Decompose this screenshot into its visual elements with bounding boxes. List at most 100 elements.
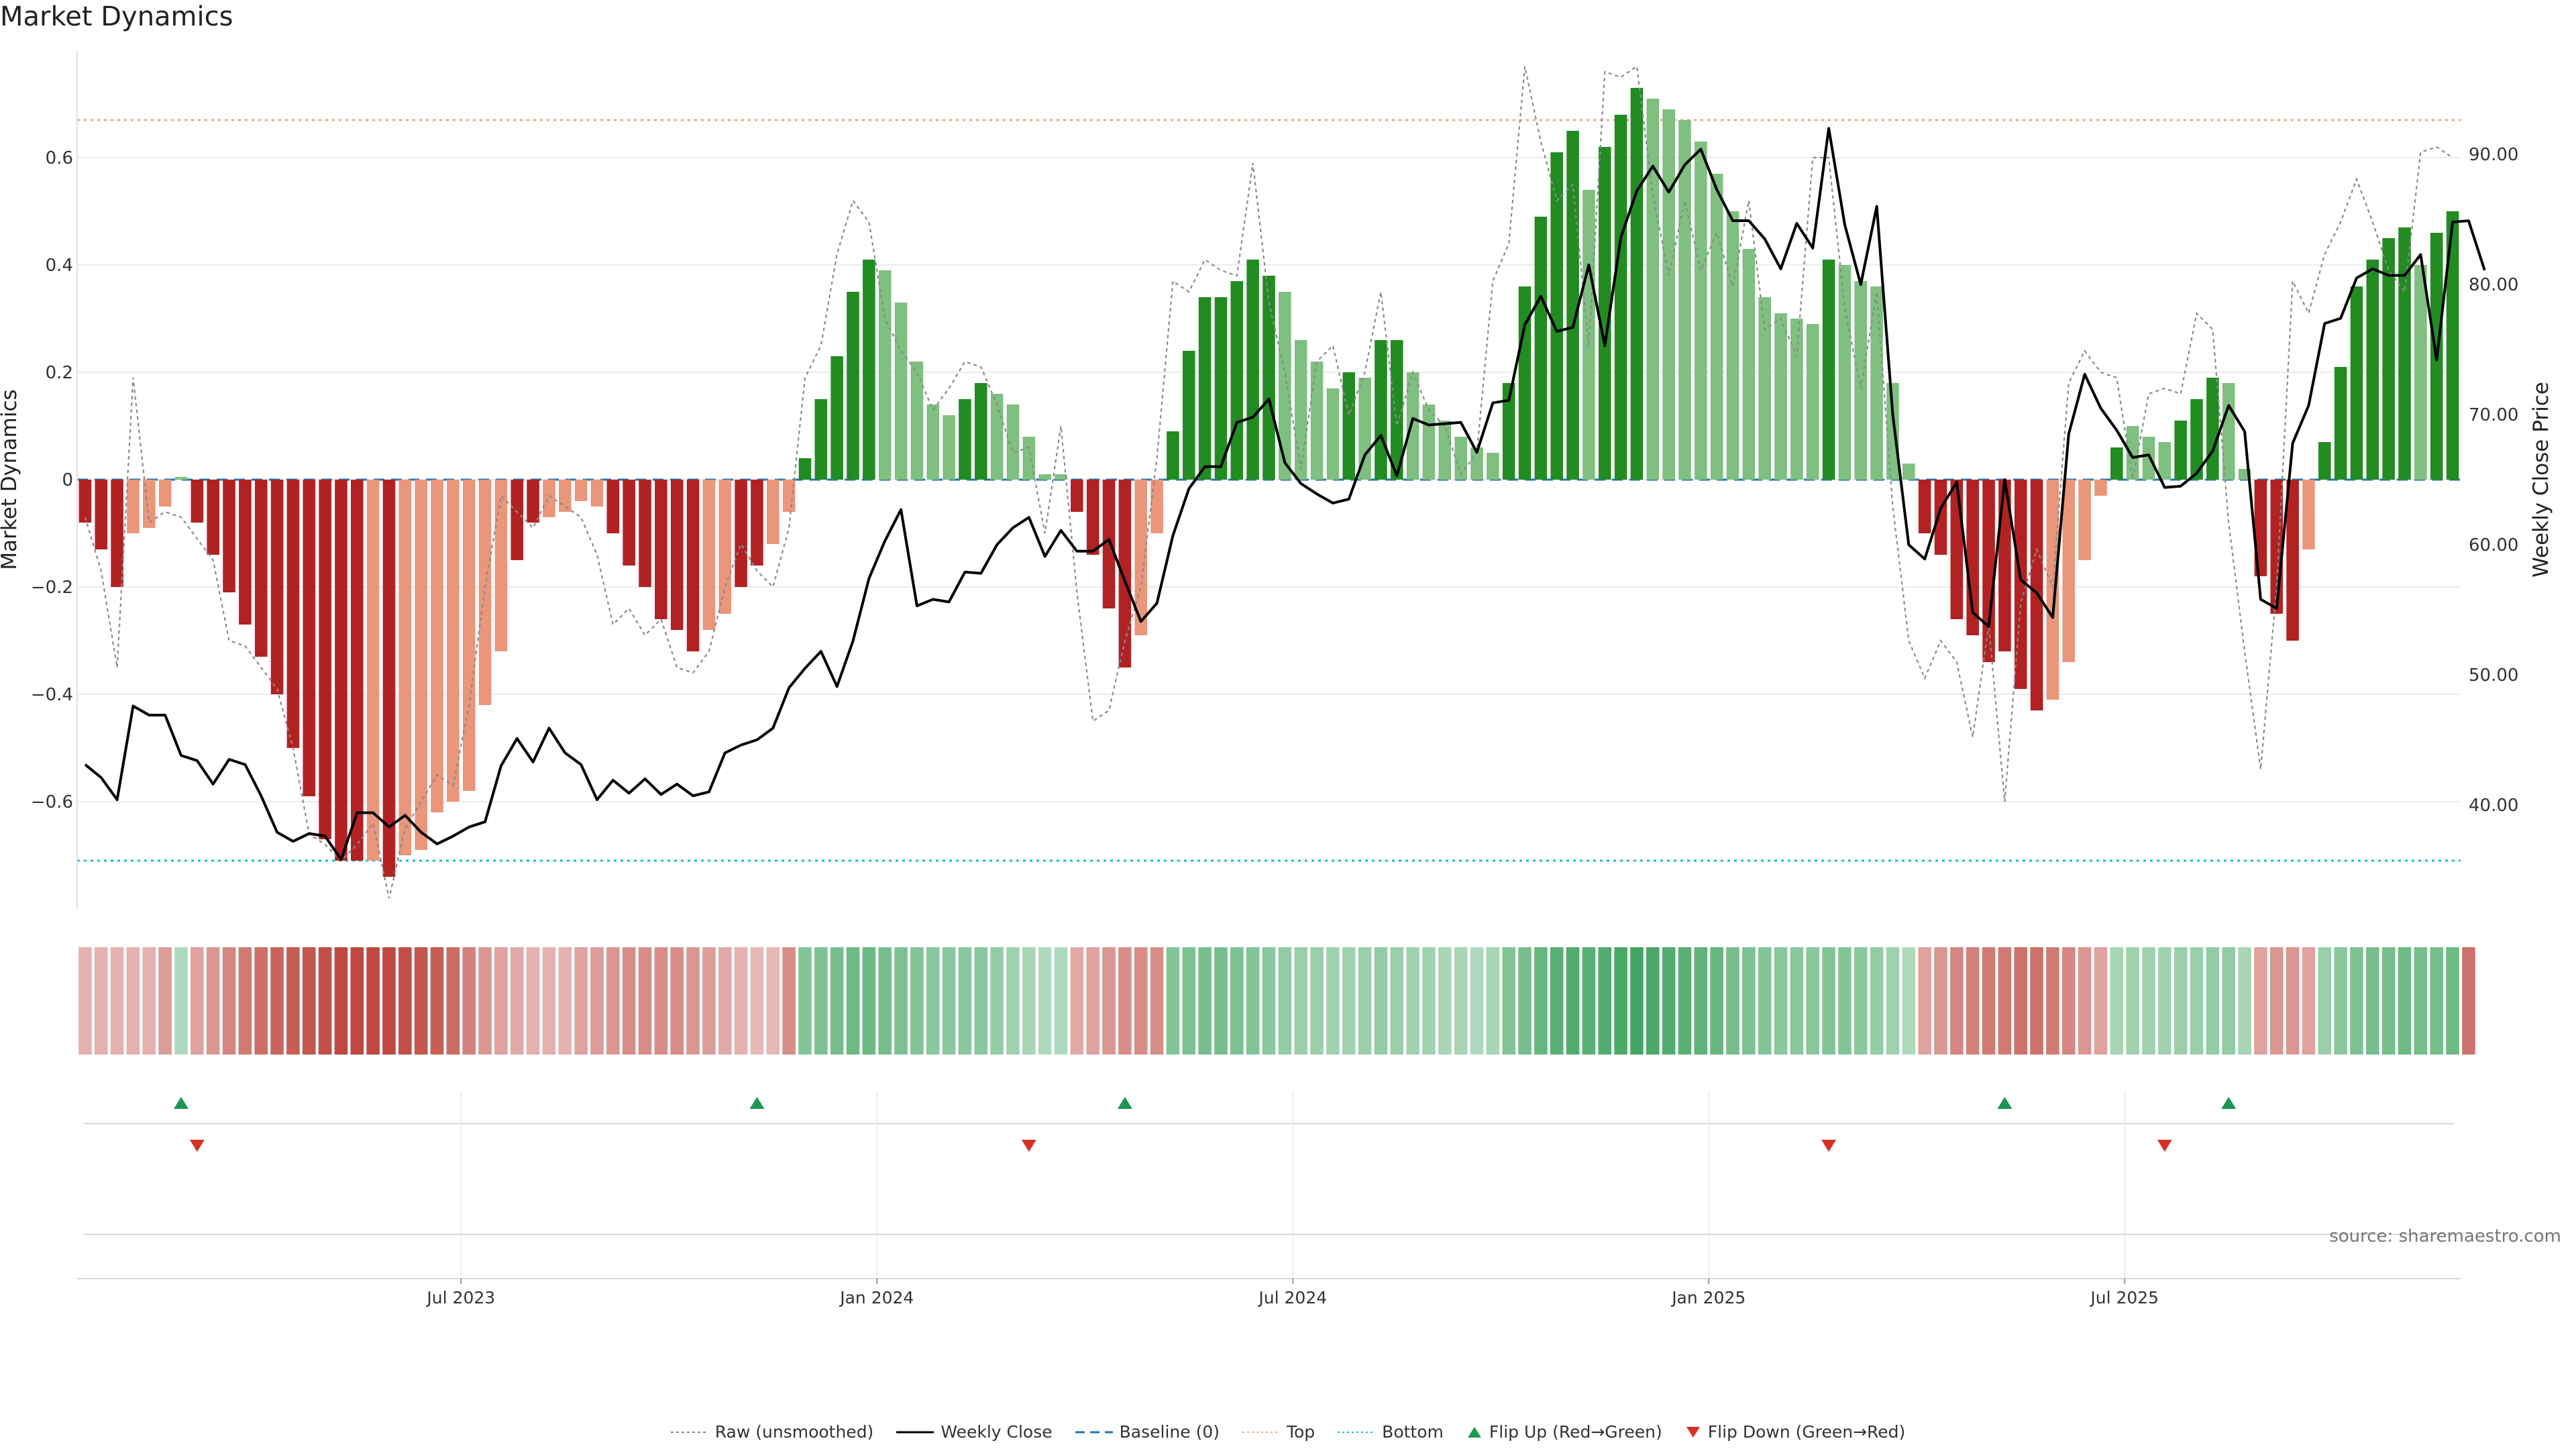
heat-cell bbox=[1438, 947, 1452, 1055]
legend-label-flip-up: Flip Up (Red→Green) bbox=[1489, 1422, 1662, 1442]
bar bbox=[2270, 480, 2284, 614]
bar bbox=[847, 292, 859, 480]
bar bbox=[926, 405, 940, 480]
heat-cell bbox=[1342, 947, 1356, 1055]
heat-cell bbox=[2350, 947, 2363, 1055]
bar bbox=[1982, 480, 1995, 662]
bar bbox=[2190, 399, 2203, 480]
heat-cell bbox=[2046, 947, 2059, 1055]
heat-cell bbox=[350, 947, 364, 1055]
y-left-tick-label: −0.2 bbox=[31, 578, 73, 598]
legend-label-raw: Raw (unsmoothed) bbox=[714, 1422, 874, 1442]
heat-cell bbox=[302, 947, 316, 1055]
chart-title: Market Dynamics bbox=[0, 1, 233, 32]
heat-cell bbox=[2269, 947, 2284, 1055]
y-right-tick-label: 40.00 bbox=[2469, 796, 2518, 816]
bar bbox=[1246, 260, 1259, 480]
heat-cell bbox=[942, 947, 956, 1055]
heat-cell bbox=[1134, 947, 1148, 1055]
bar bbox=[2350, 286, 2363, 480]
heat-cell bbox=[1582, 947, 1596, 1055]
legend-item-top: Top bbox=[1242, 1422, 1315, 1442]
bar bbox=[2398, 227, 2411, 480]
bar bbox=[366, 480, 380, 861]
bar bbox=[1934, 480, 1947, 555]
heat-cell bbox=[990, 947, 1004, 1055]
bar bbox=[1838, 265, 1851, 480]
heat-cell bbox=[686, 947, 700, 1055]
bar bbox=[158, 480, 172, 506]
heat-cell bbox=[1870, 947, 1884, 1055]
bar bbox=[95, 480, 108, 549]
heat-cell bbox=[798, 947, 812, 1055]
heat-cell bbox=[2446, 947, 2459, 1055]
heat-cell bbox=[894, 947, 908, 1055]
heat-cell bbox=[1918, 947, 1931, 1055]
heat-cell bbox=[158, 947, 172, 1055]
y-right-tick-label: 60.00 bbox=[2469, 535, 2518, 555]
heat-cell bbox=[2078, 947, 2092, 1055]
legend-item-baseline: Baseline (0) bbox=[1075, 1422, 1220, 1442]
bar bbox=[655, 480, 667, 619]
heat-cell bbox=[1358, 947, 1372, 1055]
heat-cell bbox=[910, 947, 924, 1055]
heat-cell bbox=[222, 947, 236, 1055]
heat-cell bbox=[926, 947, 940, 1055]
bar bbox=[1214, 297, 1228, 480]
bar bbox=[959, 399, 971, 480]
heat-cell bbox=[1966, 947, 1980, 1055]
bar bbox=[1326, 388, 1340, 480]
bar bbox=[2126, 426, 2139, 480]
heat-cell bbox=[1262, 947, 1276, 1055]
bar bbox=[174, 477, 188, 480]
flip-markers bbox=[84, 1097, 2454, 1235]
heat-cell bbox=[1662, 947, 1676, 1055]
legend-label-bottom: Bottom bbox=[1382, 1422, 1444, 1442]
raw-line bbox=[84, 65, 2453, 899]
bar bbox=[398, 480, 412, 855]
heat-cell bbox=[1838, 947, 1851, 1055]
bar bbox=[1678, 120, 1691, 480]
bar bbox=[1102, 480, 1116, 608]
legend-label-weekly-close: Weekly Close bbox=[941, 1422, 1053, 1442]
bar bbox=[558, 480, 572, 512]
bar bbox=[1294, 340, 1307, 480]
bar bbox=[1646, 99, 1660, 480]
bar bbox=[766, 480, 780, 544]
bar bbox=[623, 480, 635, 566]
bar bbox=[1022, 437, 1036, 480]
bar bbox=[1438, 421, 1452, 480]
x-tick-label: Jan 2025 bbox=[1670, 1288, 1746, 1307]
heat-cell bbox=[1422, 947, 1436, 1055]
heat-cell bbox=[862, 947, 876, 1055]
bar bbox=[527, 480, 539, 523]
heat-cell bbox=[622, 947, 636, 1055]
heat-cell bbox=[1470, 947, 1484, 1055]
legend-item-flip-down: Flip Down (Green→Red) bbox=[1685, 1422, 1905, 1442]
bar bbox=[2158, 442, 2171, 480]
bar bbox=[1695, 142, 1707, 480]
bar bbox=[2206, 378, 2219, 480]
heat-cell bbox=[574, 947, 588, 1055]
heat-cell bbox=[1934, 947, 1947, 1055]
bar bbox=[1918, 480, 1931, 533]
bar bbox=[1998, 480, 2011, 651]
heat-cell bbox=[766, 947, 780, 1055]
bar bbox=[2382, 238, 2395, 480]
heat-cell bbox=[2094, 947, 2108, 1055]
heat-cell bbox=[1310, 947, 1324, 1055]
bar bbox=[1550, 152, 1564, 480]
bar bbox=[239, 480, 252, 625]
heat-cell bbox=[382, 947, 396, 1055]
bar bbox=[1182, 351, 1195, 480]
heat-cell bbox=[1726, 947, 1739, 1055]
heat-cell bbox=[1614, 947, 1627, 1055]
heat-cell bbox=[478, 947, 492, 1055]
bar bbox=[2334, 367, 2347, 480]
heat-cell bbox=[510, 947, 524, 1055]
bar bbox=[2222, 383, 2235, 480]
heat-cell bbox=[1742, 947, 1756, 1055]
bar bbox=[830, 356, 843, 480]
heat-cell bbox=[878, 947, 892, 1055]
weekly-close-line bbox=[84, 127, 2486, 861]
